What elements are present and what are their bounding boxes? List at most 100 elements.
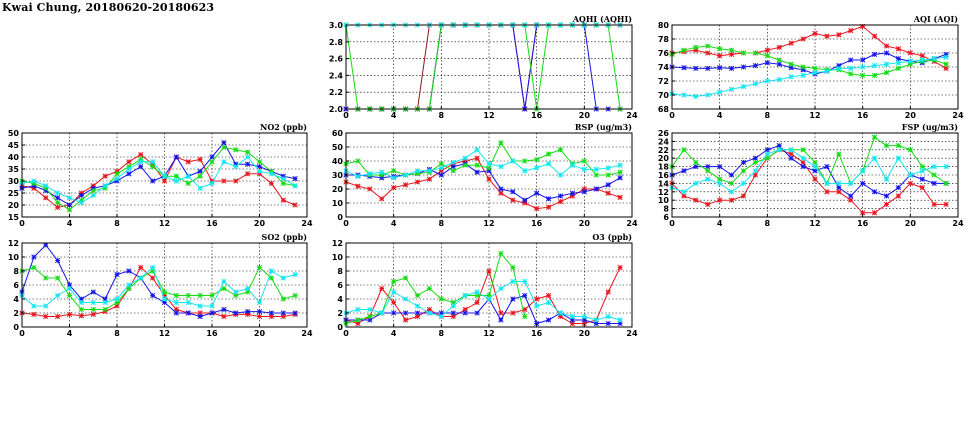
so2-point-cyan: [66, 285, 73, 292]
so2-point-green: [31, 264, 37, 271]
no2-point-green: [233, 147, 239, 153]
rsp-point-cyan: [426, 168, 433, 174]
rsp-point-green: [522, 158, 528, 164]
rsp-point-red: [510, 197, 516, 203]
aqi-point-cyan: [788, 74, 794, 80]
aqi-xtick-label: 8: [765, 111, 771, 120]
page-title: Kwai Chung, 20180620-20180623: [2, 1, 215, 14]
fsp-point-blue: [848, 193, 854, 199]
rsp-xtick-label: 4: [391, 219, 397, 228]
no2-point-cyan: [233, 163, 239, 170]
no2-point-blue: [209, 154, 215, 160]
so2-point-cyan: [173, 299, 180, 306]
fsp-point-red: [824, 189, 830, 195]
no2-point-blue: [292, 175, 298, 182]
fsp-point-blue: [788, 155, 794, 161]
aqi-point-red: [836, 32, 842, 38]
o3-point-green: [498, 250, 504, 257]
so2-point-cyan: [161, 296, 168, 302]
no2-point-cyan: [280, 175, 286, 182]
aqi-point-blue: [871, 51, 878, 58]
no2-point-red: [126, 159, 132, 165]
so2-point-cyan: [78, 299, 85, 306]
aqi-point-red: [871, 33, 878, 39]
aqi-point-green: [812, 65, 818, 72]
o3-point-green: [438, 296, 444, 302]
fsp-point-green: [919, 163, 925, 170]
no2-xtick-label: 4: [67, 219, 73, 228]
rsp-point-cyan: [486, 161, 492, 167]
no2-point-cyan: [66, 195, 73, 201]
so2-point-cyan: [280, 275, 286, 281]
no2-xtick-label: 12: [159, 219, 170, 228]
so2-point-red: [31, 311, 37, 318]
fsp-xtick-label: 20: [905, 219, 917, 228]
aqi-point-red: [728, 51, 735, 58]
so2-point-green: [185, 292, 191, 299]
fsp-point-green: [728, 180, 735, 187]
o3-xtick-label: 8: [439, 329, 445, 338]
fsp-ytick-label: 26: [658, 129, 670, 138]
aqi-point-green: [740, 50, 747, 56]
no2-point-red: [280, 197, 286, 203]
aqi-point-green: [943, 61, 949, 67]
fsp-point-red: [895, 193, 902, 199]
fsp-point-cyan: [943, 163, 949, 170]
o3-point-cyan: [605, 313, 611, 320]
o3-point-cyan: [581, 313, 587, 320]
o3-point-green: [414, 292, 421, 299]
fsp-point-green: [693, 159, 699, 166]
no2-point-cyan: [244, 154, 251, 160]
no2-point-cyan: [138, 159, 144, 165]
no2-point-green: [54, 199, 61, 206]
rsp-xtick-label: 0: [343, 219, 349, 228]
o3-point-cyan: [367, 306, 373, 313]
fsp-ytick-label: 24: [658, 137, 670, 146]
rsp-point-red: [617, 194, 623, 201]
aqi-ytick-label: 70: [658, 91, 670, 100]
rsp-point-green: [486, 165, 492, 171]
aqi-point-red: [943, 65, 949, 72]
o3-xtick-label: 0: [343, 329, 349, 338]
aqi-ytick-label: 74: [658, 63, 670, 72]
fsp-point-blue: [728, 172, 735, 178]
rsp-point-cyan: [474, 147, 480, 153]
aqi-point-blue: [681, 65, 687, 71]
rsp-point-cyan: [498, 163, 504, 170]
fsp-point-cyan: [764, 151, 770, 157]
aqi-point-red: [907, 50, 913, 56]
fsp-point-red: [812, 176, 818, 182]
no2-point-cyan: [197, 185, 203, 191]
so2-point-green: [209, 292, 215, 299]
so2-xtick-label: 4: [67, 329, 73, 338]
aqi-point-green: [883, 69, 890, 76]
so2-point-cyan: [138, 275, 144, 281]
aqi-point-green: [860, 72, 866, 79]
rsp-point-blue: [498, 186, 504, 192]
aqi-point-green: [752, 50, 759, 56]
fsp-point-red: [728, 197, 735, 203]
so2-point-green: [102, 306, 108, 313]
so2-point-blue: [43, 242, 49, 248]
rsp-ytick-label: 60: [332, 129, 344, 138]
o3-point-green: [510, 264, 516, 271]
o3-point-cyan: [426, 310, 433, 316]
aqi-point-red: [717, 53, 723, 59]
no2-point-blue: [197, 168, 203, 175]
fsp-point-blue: [693, 163, 699, 170]
rsp-series-line-cyan: [345, 149, 621, 179]
fsp-point-blue: [895, 184, 902, 191]
no2-point-green: [149, 163, 156, 170]
no2-point-cyan: [149, 159, 156, 165]
so2-point-cyan: [102, 299, 108, 306]
aqi-point-cyan: [800, 72, 806, 79]
fsp-point-green: [800, 147, 806, 153]
no2-point-green: [256, 159, 263, 165]
fsp-point-green: [883, 142, 890, 149]
fsp-point-red: [883, 201, 890, 208]
fsp-point-red: [740, 193, 747, 199]
fsp-point-blue: [812, 168, 818, 174]
rsp-point-cyan: [414, 168, 421, 174]
aqhi-xtick-label: 24: [626, 111, 638, 120]
fsp-point-blue: [800, 163, 806, 170]
